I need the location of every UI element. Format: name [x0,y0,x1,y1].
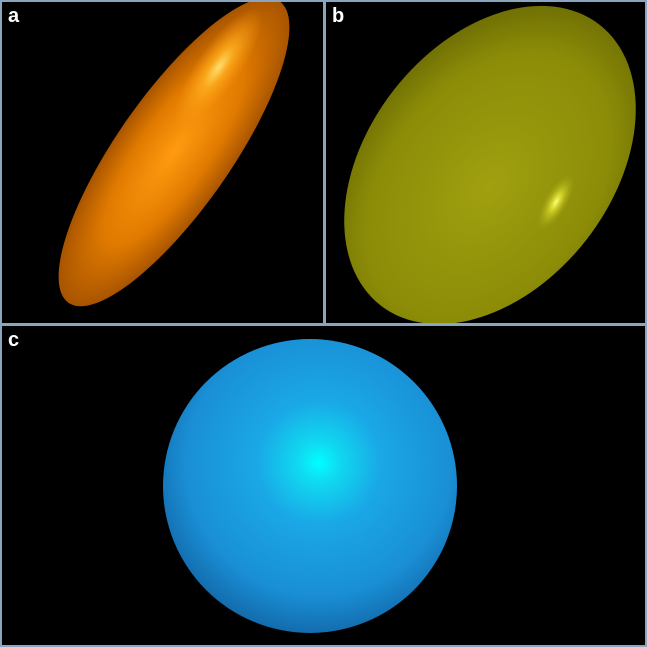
ellipsoid-b [344,5,636,323]
horizontal-divider [0,323,647,326]
panel-label-c: c [8,329,20,351]
ellipsoid-a-render [58,2,290,307]
panel-b: b [326,2,645,323]
ellipsoid-a [58,2,290,307]
vertical-divider [323,0,326,326]
frame-top [0,0,647,2]
highlight-a [174,8,263,127]
ellipsoid-b-render [344,5,636,323]
panel-c: c [2,326,645,645]
panel-label-b: b [332,5,345,27]
frame-bottom [0,645,647,647]
panel-a: a [2,2,323,323]
sphere-c [163,339,457,633]
sphere-c-render [163,339,457,633]
panel-label-a: a [8,5,20,27]
frame-left [0,0,2,647]
frame-right [645,0,647,647]
highlight-b [536,173,576,231]
